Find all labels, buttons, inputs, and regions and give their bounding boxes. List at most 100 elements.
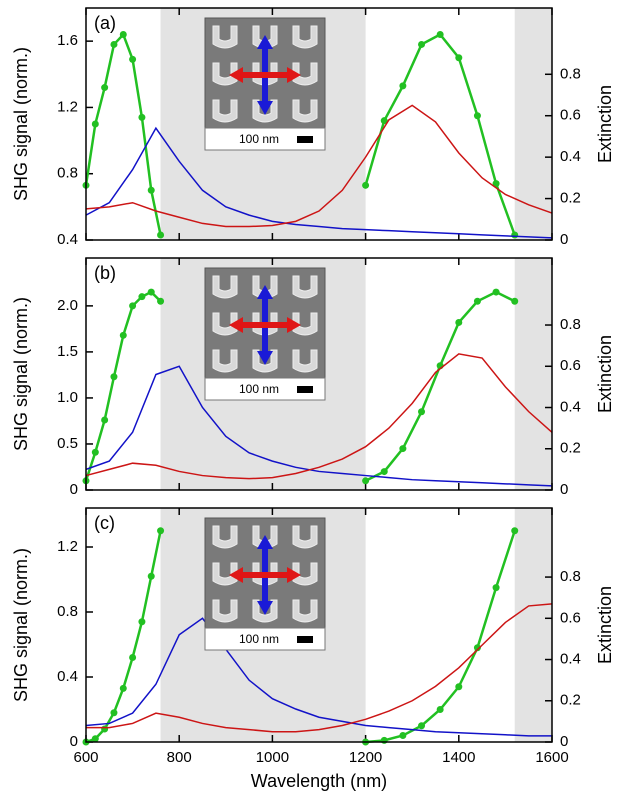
y2-tick-label: 0.2 bbox=[560, 692, 581, 709]
data-point bbox=[492, 180, 500, 188]
inset: 100 nm bbox=[204, 267, 326, 401]
nanostructure bbox=[212, 525, 238, 549]
data-point bbox=[492, 288, 500, 296]
data-point bbox=[119, 331, 127, 339]
shaded-region bbox=[514, 258, 552, 490]
data-point bbox=[380, 117, 388, 125]
inset: 100 nm bbox=[204, 517, 326, 651]
y2-axis-label: Extinction bbox=[595, 335, 615, 413]
data-point bbox=[138, 293, 146, 301]
y2-tick-label: 0.8 bbox=[560, 568, 581, 585]
data-point bbox=[91, 448, 99, 456]
nanostructure bbox=[292, 62, 318, 86]
series-line bbox=[85, 126, 553, 239]
data-point bbox=[157, 297, 165, 305]
nanostructure bbox=[212, 599, 238, 623]
x-tick-label: 1200 bbox=[349, 749, 382, 766]
y-axis-label: SHG signal (norm.) bbox=[11, 548, 31, 702]
y-axis-label: SHG signal (norm.) bbox=[11, 297, 31, 451]
y2-tick-label: 0.2 bbox=[560, 190, 581, 207]
data-point bbox=[473, 112, 481, 120]
data-point bbox=[473, 644, 481, 652]
data-point bbox=[380, 468, 388, 476]
x-tick-label: 600 bbox=[73, 749, 98, 766]
nanostructure bbox=[252, 599, 278, 623]
nanostructure bbox=[212, 349, 238, 373]
data-point bbox=[455, 318, 463, 326]
y2-tick-label: 0.2 bbox=[560, 440, 581, 457]
data-point bbox=[511, 297, 519, 305]
data-point bbox=[138, 113, 146, 121]
y-axis-label: SHG signal (norm.) bbox=[11, 47, 31, 201]
y2-axis-label: Extinction bbox=[595, 586, 615, 664]
data-point bbox=[418, 722, 426, 730]
data-point bbox=[473, 297, 481, 305]
y2-tick-label: 0.4 bbox=[560, 148, 581, 165]
data-point bbox=[157, 231, 165, 239]
data-point bbox=[119, 684, 127, 692]
data-point bbox=[380, 736, 388, 744]
data-point bbox=[362, 477, 370, 485]
nanostructure bbox=[292, 99, 318, 123]
data-point bbox=[91, 735, 99, 743]
series-line bbox=[85, 617, 552, 737]
y2-tick-label: 0.6 bbox=[560, 357, 581, 374]
x-axis-label: Wavelength (nm) bbox=[251, 771, 387, 791]
nanostructure bbox=[212, 312, 238, 336]
nanostructure bbox=[212, 25, 238, 49]
nanostructure bbox=[212, 275, 238, 299]
y-tick-label: 1.6 bbox=[57, 32, 78, 49]
data-point bbox=[492, 584, 500, 592]
scale-label: 100 nm bbox=[239, 382, 279, 396]
y2-tick-label: 0.8 bbox=[560, 316, 581, 333]
data-point bbox=[399, 82, 407, 90]
x-tick-label: 800 bbox=[167, 749, 192, 766]
y2-tick-label: 0.4 bbox=[560, 651, 581, 668]
scale-label: 100 nm bbox=[239, 632, 279, 646]
data-point bbox=[129, 55, 137, 63]
data-point bbox=[362, 181, 370, 189]
data-point bbox=[436, 706, 444, 713]
y-tick-label: 0.5 bbox=[57, 435, 78, 452]
x-tick-label: 1000 bbox=[256, 749, 289, 766]
panel-label: (a) bbox=[94, 13, 116, 33]
data-point bbox=[101, 725, 109, 733]
data-point bbox=[129, 654, 137, 661]
scale-bar bbox=[297, 386, 313, 393]
nanostructure bbox=[212, 62, 238, 86]
plot-frame bbox=[85, 507, 553, 743]
nanostructure bbox=[292, 599, 318, 623]
y2-tick-label: 0 bbox=[560, 231, 568, 248]
series-line bbox=[85, 365, 553, 487]
data-point bbox=[511, 231, 519, 239]
data-point bbox=[138, 618, 146, 626]
scale-bar bbox=[297, 636, 313, 643]
y2-axis-label: Extinction bbox=[595, 85, 615, 163]
nanostructure bbox=[252, 99, 278, 123]
panel-label: (b) bbox=[94, 263, 116, 283]
y2-tick-label: 0.4 bbox=[560, 398, 581, 415]
data-point bbox=[110, 373, 118, 381]
nanostructure bbox=[292, 275, 318, 299]
series-line bbox=[85, 353, 553, 480]
scale-box bbox=[204, 127, 326, 151]
y-tick-label: 0 bbox=[70, 733, 78, 750]
data-point bbox=[119, 31, 127, 39]
data-point bbox=[399, 445, 407, 453]
series-line bbox=[365, 290, 516, 482]
scale-bar bbox=[297, 136, 313, 143]
plot-frame bbox=[85, 7, 553, 241]
series-line bbox=[364, 32, 516, 236]
data-point bbox=[157, 527, 165, 535]
data-point bbox=[91, 120, 99, 128]
y-tick-label: 1.5 bbox=[57, 343, 78, 360]
data-point bbox=[418, 408, 426, 416]
series-line bbox=[85, 530, 162, 744]
y2-tick-label: 0.6 bbox=[560, 107, 581, 124]
data-point bbox=[110, 709, 118, 717]
nanostructure bbox=[252, 349, 278, 373]
scale-label: 100 nm bbox=[239, 132, 279, 146]
nanostructure bbox=[292, 25, 318, 49]
plot-frame bbox=[85, 257, 553, 491]
